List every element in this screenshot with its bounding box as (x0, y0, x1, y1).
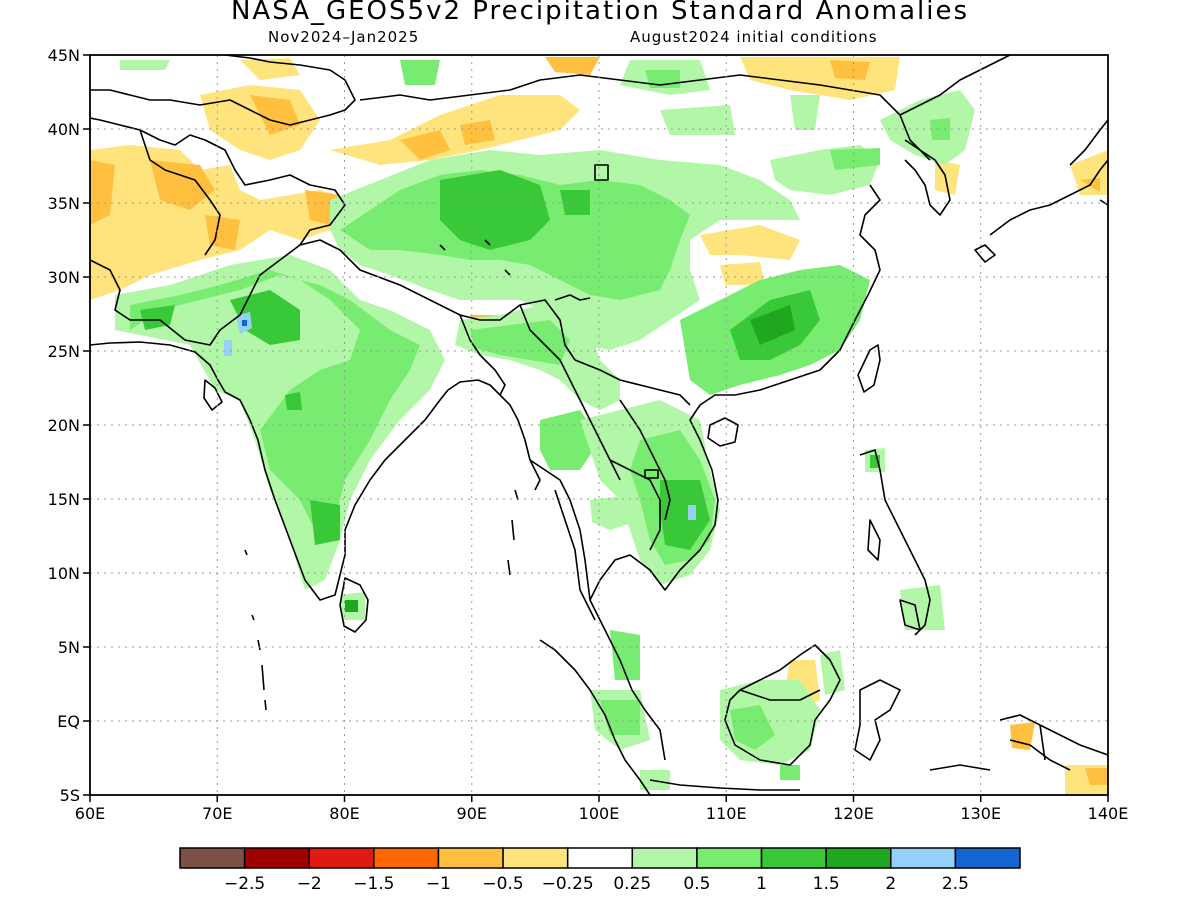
colorbar-swatch (631, 847, 698, 869)
coastlines-and-borders (90, 55, 1108, 795)
colorbar-label: 0.5 (683, 874, 710, 894)
colorbar-label: −2.5 (224, 874, 265, 894)
map-axes: 60E 70E 80E 90E 100E 110E 120E 130E 140E 45N 40N 35… (48, 46, 1129, 823)
colorbar-label: −0.25 (542, 874, 594, 894)
lat-tick-label: 25N (48, 342, 80, 361)
lon-tick-label: 60E (75, 804, 105, 823)
colorbar-label: −0.5 (482, 874, 523, 894)
colorbar-label: −1 (426, 874, 451, 894)
lat-tick-label: 5N (58, 638, 80, 657)
lat-tick-label: 35N (48, 194, 80, 213)
colorbar-swatch (954, 847, 1021, 869)
lon-tick-label: 110E (706, 804, 747, 823)
lat-tick-label: 15N (48, 490, 80, 509)
colorbar-swatch (696, 847, 763, 869)
colorbar: −2.5 −2 −1.5 −1 −0.5 −0.25 0.25 0.5 1 1.5 2 2.5 (179, 847, 1021, 894)
lon-tick-label: 80E (329, 804, 359, 823)
colorbar-swatch (179, 847, 246, 869)
colorbar-label: 2.5 (942, 874, 969, 894)
wet-anomaly-areas (115, 60, 975, 790)
initial-conditions: August2024 initial conditions (630, 28, 878, 46)
colorbar-label: −2 (297, 874, 322, 894)
colorbar-swatch (373, 847, 440, 869)
lon-tick-label: 140E (1088, 804, 1129, 823)
high-anomaly-pockets (224, 312, 696, 520)
lat-tick-label: 5S (60, 786, 80, 805)
colorbar-swatch (825, 847, 892, 869)
lon-tick-label: 130E (960, 804, 1001, 823)
colorbar-label: 1 (756, 874, 767, 894)
map-title: NASA_GEOS5v2 Precipitation Standard Anom… (230, 0, 970, 26)
colorbar-label: 0.25 (613, 874, 651, 894)
lon-tick-label: 70E (202, 804, 232, 823)
forecast-period: Nov2024–Jan2025 (268, 28, 420, 46)
colorbar-swatch (760, 847, 827, 869)
colorbar-swatch (437, 847, 504, 869)
colorbar-label: 2 (885, 874, 896, 894)
lat-tick-label: EQ (57, 712, 80, 731)
colorbar-label: 1.5 (813, 874, 840, 894)
lat-tick-label: 10N (48, 564, 80, 583)
lon-tick-label: 120E (833, 804, 874, 823)
colorbar-label: −1.5 (353, 874, 394, 894)
colorbar-swatch (890, 847, 957, 869)
lat-tick-label: 30N (48, 268, 80, 287)
colorbar-swatch (502, 847, 569, 869)
anomaly-field (90, 55, 1108, 795)
graticule (90, 55, 1108, 795)
lat-tick-label: 45N (48, 46, 80, 65)
lon-tick-label: 90E (457, 804, 487, 823)
colorbar-swatch (243, 847, 310, 869)
colorbar-swatch (308, 847, 375, 869)
lat-tick-label: 40N (48, 120, 80, 139)
colorbar-swatch (566, 847, 634, 869)
lon-tick-label: 100E (579, 804, 620, 823)
lat-tick-label: 20N (48, 416, 80, 435)
